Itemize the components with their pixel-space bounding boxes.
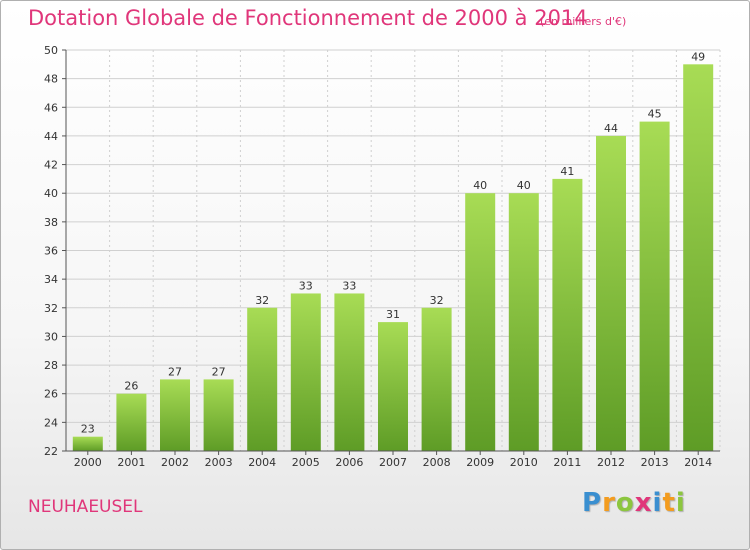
axes	[62, 49, 720, 455]
y-tick-label: 48	[44, 73, 58, 86]
y-tick-label: 42	[44, 159, 58, 172]
bar	[72, 436, 103, 451]
bar	[203, 379, 234, 451]
bar	[596, 135, 626, 451]
x-tick-label: 2005	[292, 456, 320, 469]
x-tick-label: 2001	[117, 456, 145, 469]
y-tick-label: 30	[44, 330, 58, 343]
x-tick-label: 2014	[684, 456, 712, 469]
chart-title: Dotation Globale de Fonctionnement de 20…	[28, 6, 588, 30]
bar-value-label: 40	[517, 179, 531, 192]
bar	[508, 193, 539, 451]
bar	[334, 293, 365, 451]
bar	[683, 64, 714, 452]
x-tick-label: 2013	[641, 456, 669, 469]
bar-value-label: 27	[212, 365, 226, 378]
y-tick-label: 26	[44, 388, 58, 401]
bar-value-label: 41	[560, 165, 574, 178]
bar	[465, 193, 496, 451]
bar-value-label: 32	[430, 294, 444, 307]
x-tick-label: 2003	[205, 456, 233, 469]
bar	[639, 121, 670, 451]
commune-name: NEUHAEUSEL	[28, 497, 143, 517]
y-tick-label: 46	[44, 101, 58, 114]
logo-letter: o	[615, 488, 635, 518]
y-tick-label: 22	[44, 445, 58, 458]
x-tick-label: 2010	[510, 456, 538, 469]
y-tick-label: 38	[44, 216, 58, 229]
bar-value-label: 33	[299, 279, 313, 292]
labels: 22 24 26 28 30 32 34 36 38 40 42 44 46 48 50 23 2000 26 20…	[44, 44, 712, 469]
y-tick-label: 40	[44, 187, 58, 200]
bar-value-label: 27	[168, 365, 182, 378]
y-tick-label: 36	[44, 245, 58, 258]
bar-value-label: 32	[255, 294, 269, 307]
bar-value-label: 31	[386, 308, 400, 321]
x-tick-label: 2008	[423, 456, 451, 469]
y-tick-label: 28	[44, 359, 58, 372]
bar	[290, 293, 321, 451]
bar-value-label: 33	[342, 279, 356, 292]
x-tick-label: 2009	[466, 456, 494, 469]
logo-letter: r	[602, 488, 616, 518]
logo-letter: x	[634, 488, 653, 518]
bar	[116, 393, 147, 451]
x-tick-label: 2006	[335, 456, 363, 469]
x-tick-label: 2004	[248, 456, 276, 469]
bar-value-label: 44	[604, 122, 618, 135]
bar	[247, 307, 278, 451]
bar-value-label: 45	[648, 108, 662, 121]
chart-subtitle: (en milliers d'€)	[540, 15, 627, 28]
bar-value-label: 40	[473, 179, 487, 192]
y-tick-label: 50	[44, 44, 58, 57]
bar	[421, 307, 452, 451]
logo-letter: P	[582, 488, 603, 518]
bar	[552, 178, 583, 451]
bar-value-label: 23	[81, 423, 95, 436]
bar-value-label: 49	[691, 50, 705, 63]
bar	[160, 379, 190, 451]
bar-value-label: 26	[124, 380, 138, 393]
x-tick-label: 2002	[161, 456, 189, 469]
x-tick-label: 2012	[597, 456, 625, 469]
logo-letter: i	[652, 488, 663, 518]
logo-letter: i	[675, 488, 686, 518]
y-tick-label: 44	[44, 130, 58, 143]
logo-letter: t	[662, 488, 676, 518]
x-tick-label: 2000	[74, 456, 102, 469]
bars	[72, 64, 714, 452]
proxiti-logo[interactable]: Proxiti	[582, 488, 686, 518]
y-tick-label: 24	[44, 416, 58, 429]
bar	[378, 322, 408, 451]
y-tick-label: 32	[44, 302, 58, 315]
x-tick-label: 2007	[379, 456, 407, 469]
x-tick-label: 2011	[553, 456, 581, 469]
y-tick-label: 34	[44, 273, 58, 286]
